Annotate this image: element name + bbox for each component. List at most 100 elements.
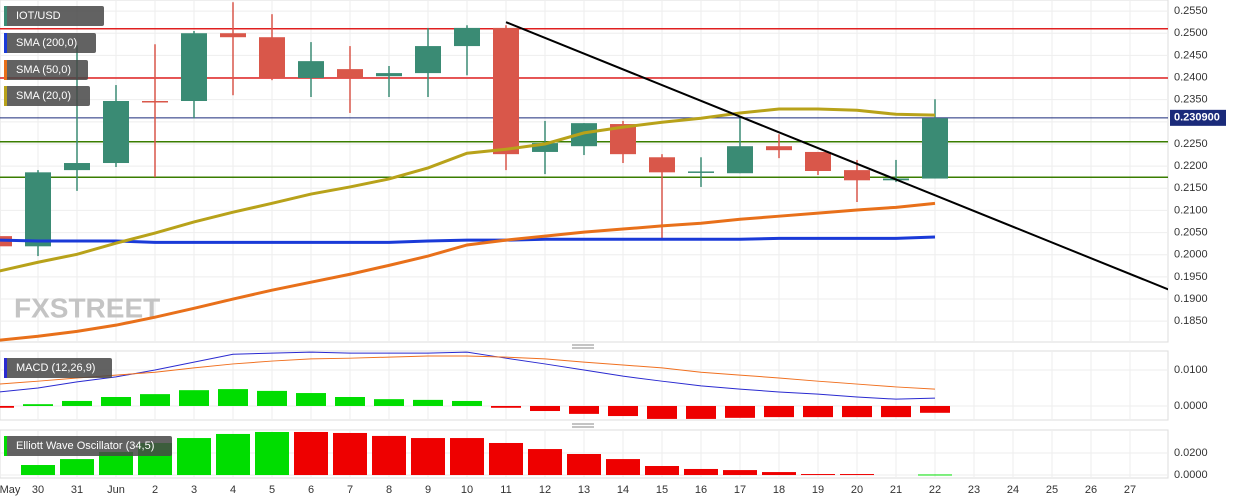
- y-tick-label: 0.2450: [1174, 49, 1208, 61]
- x-tick-label: 24: [1007, 484, 1019, 496]
- y-tick-label: 0.2150: [1174, 182, 1208, 194]
- candle-body: [688, 171, 714, 173]
- histogram-bar: [101, 397, 131, 406]
- x-tick-label: 23: [968, 484, 980, 496]
- histogram-bar: [528, 449, 562, 476]
- indicator-line: [0, 355, 936, 390]
- histogram-bar: [333, 432, 367, 476]
- x-tick-label: Jun: [107, 484, 125, 496]
- histogram-bar: [647, 405, 677, 419]
- watermark: FXSTREET: [14, 292, 160, 323]
- histogram-bar: [411, 438, 445, 476]
- histogram-bar: [335, 397, 365, 406]
- histogram-bar: [684, 468, 718, 476]
- legend-box[interactable]: [4, 436, 172, 456]
- histogram-bar: [216, 433, 250, 476]
- x-tick-label: 25: [1046, 484, 1058, 496]
- panel-handle[interactable]: [572, 423, 594, 428]
- legend-box[interactable]: [4, 33, 96, 53]
- y-tick-label: 0.2550: [1174, 5, 1208, 17]
- histogram-bar: [255, 431, 289, 476]
- histogram-bar: [567, 454, 601, 476]
- x-tick-label: 8: [386, 484, 392, 496]
- x-tick-label: 6: [308, 484, 314, 496]
- legend-box[interactable]: [4, 6, 104, 26]
- x-tick-label: 2: [152, 484, 158, 496]
- x-tick-label: 27: [1124, 484, 1136, 496]
- legend-box[interactable]: [4, 358, 112, 378]
- y-tick-label: 0.2000: [1174, 249, 1208, 261]
- indicator-line: [0, 107, 936, 273]
- histogram-bar: [803, 405, 833, 418]
- y-tick-label: 0.1900: [1174, 293, 1208, 305]
- candle-body: [844, 170, 870, 181]
- candle-body: [493, 27, 519, 155]
- histogram-bar: [881, 405, 911, 418]
- x-tick-label: 30: [32, 484, 44, 496]
- indicator-line: [0, 351, 936, 400]
- x-tick-label: 9: [425, 484, 431, 496]
- y-tick-label: 0.2050: [1174, 226, 1208, 238]
- histogram-bar: [177, 438, 211, 476]
- x-tick-label: 13: [578, 484, 590, 496]
- histogram-bar: [569, 405, 599, 414]
- legend-swatch: [4, 358, 7, 378]
- legend-swatch: [4, 436, 7, 456]
- candle-body: [337, 69, 363, 78]
- histogram-bar: [374, 399, 404, 406]
- last-price-box: [1170, 109, 1226, 126]
- candle-body: [220, 33, 246, 38]
- histogram-bar: [840, 474, 874, 476]
- y-tick-label: 0.0100: [1174, 364, 1208, 376]
- candle-body: [25, 172, 51, 247]
- candle-body: [181, 33, 207, 102]
- histogram-bar: [530, 405, 560, 412]
- histogram-bar: [413, 399, 443, 406]
- panel-marks: [21, 431, 952, 476]
- x-tick-label: 22: [929, 484, 941, 496]
- legend-box[interactable]: [4, 86, 90, 106]
- histogram-bar: [21, 465, 55, 476]
- y-tick-label: 0.2250: [1174, 138, 1208, 150]
- indicator-line: [0, 235, 936, 244]
- candle-body: [142, 101, 168, 103]
- y-tick-label: 0.0200: [1174, 447, 1208, 459]
- candle-body: [298, 61, 324, 78]
- candle-body: [415, 46, 441, 74]
- candle-body: [532, 143, 558, 152]
- histogram-bar: [842, 405, 872, 418]
- x-tick-label: 17: [734, 484, 746, 496]
- y-tick-label: 0.0000: [1174, 469, 1208, 481]
- histogram-bar: [450, 438, 484, 476]
- legend-swatch: [4, 6, 7, 26]
- histogram-bar: [801, 474, 835, 476]
- candle-body: [805, 151, 831, 171]
- panel-marks: [0, 351, 950, 419]
- panel-handle[interactable]: [572, 344, 594, 349]
- candle-body: [376, 73, 402, 77]
- histogram-bar: [218, 389, 248, 406]
- histogram-bar: [60, 459, 94, 476]
- trendline: [505, 21, 1168, 291]
- x-tick-label: 12: [539, 484, 551, 496]
- x-tick-label: 26: [1085, 484, 1097, 496]
- histogram-bar: [762, 472, 796, 476]
- y-tick-label: 0.2500: [1174, 27, 1208, 39]
- candle-body: [259, 37, 285, 78]
- legend-label: IOT/USD: [16, 10, 61, 22]
- x-tick-label: 31: [71, 484, 83, 496]
- y-tick-label: 0.2200: [1174, 160, 1208, 172]
- candle-body: [571, 123, 597, 147]
- x-tick-label: 19: [812, 484, 824, 496]
- marks: FXSTREET: [0, 2, 1168, 476]
- candle-body: [766, 146, 792, 151]
- histogram-bar: [686, 405, 716, 419]
- legend-box[interactable]: [4, 60, 88, 80]
- histogram-bar: [645, 466, 679, 476]
- histogram-bar: [920, 405, 950, 413]
- histogram-bar: [489, 442, 523, 476]
- x-tick-label: 4: [230, 484, 236, 496]
- labels: May 30 31 Jun 2 3 4 5 6 7 8 9 10 11 12 13 14 15 16 17 18 19 20…: [0, 5, 1226, 496]
- x-tick-label: May: [0, 484, 21, 496]
- y-tick-label: 0.0000: [1174, 400, 1208, 412]
